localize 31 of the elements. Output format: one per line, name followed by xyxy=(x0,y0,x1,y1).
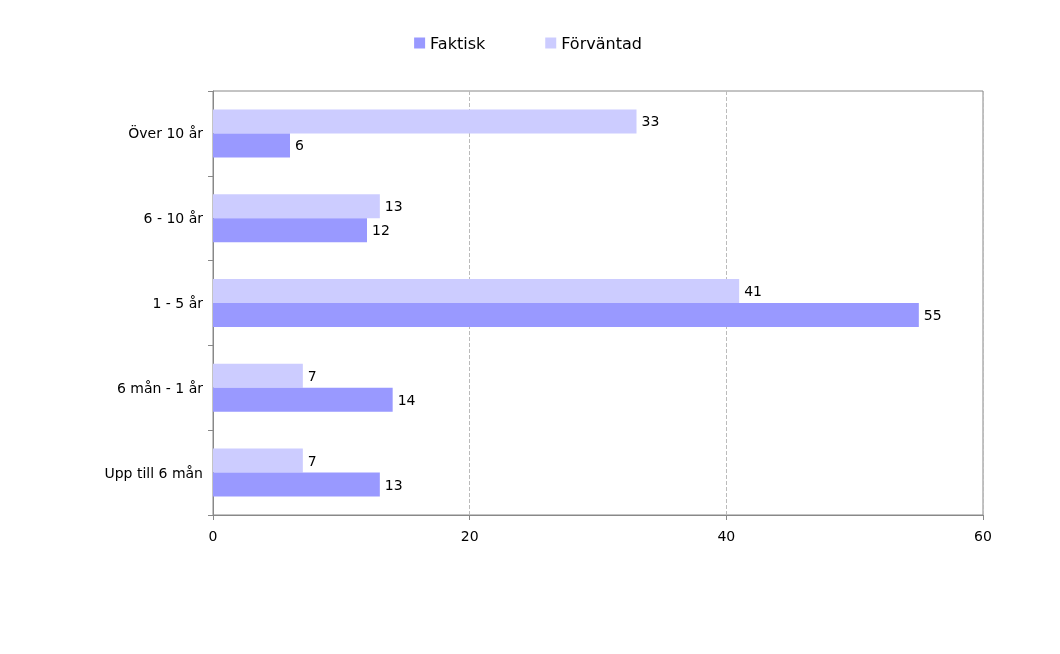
legend-label: Faktisk xyxy=(430,33,486,53)
x-tick-label: 0 xyxy=(208,528,218,544)
y-tick-label: Upp till 6 mån xyxy=(104,464,203,481)
bar xyxy=(213,448,303,473)
data-label: 41 xyxy=(744,283,762,299)
data-label: 7 xyxy=(307,452,317,469)
y-tick-label: Över 10 år xyxy=(128,124,204,142)
y-tick-label: 6 mån - 1 år xyxy=(116,379,204,396)
bar xyxy=(213,472,380,497)
data-label: 12 xyxy=(372,222,390,239)
bar xyxy=(213,109,637,134)
x-tick-label: 60 xyxy=(974,528,992,544)
data-label: 6 xyxy=(295,137,304,154)
x-tick-label: 20 xyxy=(460,528,479,544)
data-label: 7 xyxy=(307,367,317,384)
data-label: 13 xyxy=(384,198,403,215)
bar xyxy=(213,303,919,327)
bar xyxy=(213,133,290,158)
bar xyxy=(213,387,393,412)
data-label: 13 xyxy=(384,476,403,493)
bar xyxy=(213,194,380,219)
data-label: 14 xyxy=(397,391,416,408)
legend-label: Förväntad xyxy=(561,33,642,53)
data-label: 33 xyxy=(641,113,660,130)
y-tick-label: 6 - 10 år xyxy=(143,210,204,227)
bar xyxy=(213,279,740,303)
y-tick-label: 1 - 5 år xyxy=(152,295,204,311)
data-label: 55 xyxy=(923,307,942,323)
bar xyxy=(213,363,303,388)
x-tick-label: 40 xyxy=(717,528,736,544)
bar xyxy=(213,218,367,243)
